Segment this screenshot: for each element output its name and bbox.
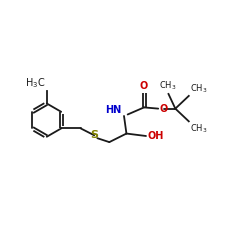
Text: O: O <box>140 81 148 91</box>
Text: CH$_3$: CH$_3$ <box>190 82 208 95</box>
Text: H$_3$C: H$_3$C <box>25 76 46 90</box>
Text: O: O <box>160 104 168 114</box>
Text: S: S <box>90 130 98 140</box>
Text: CH$_3$: CH$_3$ <box>159 80 176 92</box>
Text: OH: OH <box>147 131 164 141</box>
Text: HN: HN <box>105 105 122 115</box>
Text: CH$_3$: CH$_3$ <box>190 122 208 135</box>
